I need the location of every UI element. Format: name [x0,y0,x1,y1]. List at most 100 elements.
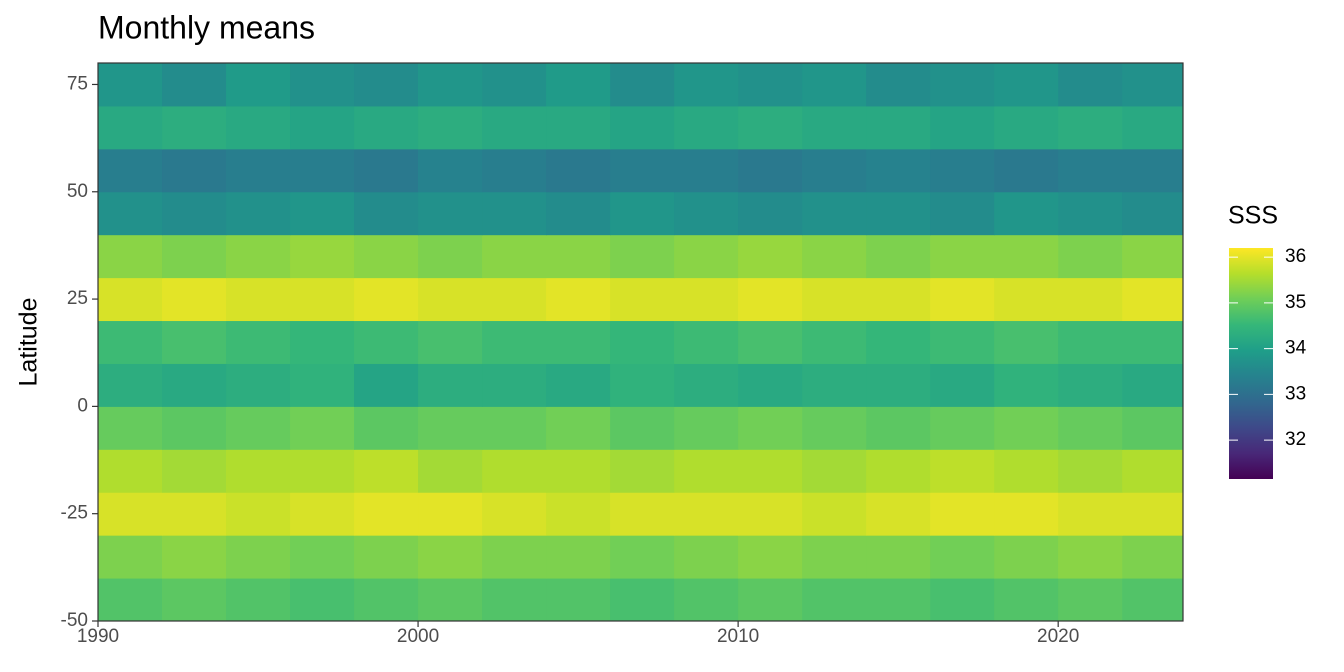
heatmap-cell [226,148,291,193]
heatmap-cell [674,406,739,450]
heatmap-cell [1058,234,1123,279]
y-tick-label: -50 [61,610,88,631]
heatmap-cell [226,63,291,107]
heatmap-cell [418,277,483,322]
heatmap-cell [866,363,931,407]
heatmap-cell [418,578,483,621]
heatmap-cell [866,191,931,236]
heatmap-cell [610,578,675,621]
heatmap-cell [98,406,163,450]
heatmap-cell [610,63,675,107]
heatmap-cell [674,320,739,364]
y-tick-label: 75 [67,73,88,94]
heatmap-cell [546,535,611,579]
heatmap-cell [1058,449,1123,493]
heatmap-cell [674,63,739,107]
heatmap-cell [802,449,867,493]
heatmap-cell [418,363,483,407]
heatmap-cell [162,63,227,107]
heatmap-cell [738,234,803,279]
heatmap-cell [1122,191,1183,236]
heatmap-cell [1122,320,1183,364]
heatmap-cell [482,234,547,279]
heatmap-cell [226,406,291,450]
heatmap-cell [994,363,1059,407]
heatmap-cell [866,449,931,493]
heatmap-cell [930,406,995,450]
heatmap-cell [1058,578,1123,621]
heatmap-cell [162,406,227,450]
heatmap-cell [162,578,227,621]
heatmap-cell [290,63,355,107]
heatmap [98,63,1183,621]
x-tick-label: 2020 [1037,626,1079,647]
heatmap-cell [226,105,291,150]
heatmap-cell [930,320,995,364]
colorbar [1229,248,1273,479]
heatmap-cell [930,449,995,493]
heatmap-cell [482,148,547,193]
heatmap-cell [354,449,419,493]
heatmap-cell [482,492,547,536]
x-tick-label: 1990 [77,626,119,647]
heatmap-cell [418,492,483,536]
heatmap-cell [994,191,1059,236]
heatmap-cell [354,277,419,322]
heatmap-cell [546,406,611,450]
heatmap-cell [930,492,995,536]
heatmap-cell [546,191,611,236]
heatmap-cell [866,105,931,150]
heatmap-cell [610,191,675,236]
heatmap-cell [866,320,931,364]
heatmap-cell [1058,492,1123,536]
heatmap-cell [994,578,1059,621]
heatmap-cell [354,105,419,150]
heatmap-cell [674,449,739,493]
heatmap-cell [482,63,547,107]
heatmap-cell [802,277,867,322]
heatmap-cell [290,406,355,450]
heatmap-cell [546,492,611,536]
heatmap-cell [610,363,675,407]
heatmap-cell [482,449,547,493]
heatmap-cell [98,535,163,579]
heatmap-cell [418,63,483,107]
heatmap-cell [866,63,931,107]
heatmap-cell [930,277,995,322]
heatmap-cell [610,535,675,579]
heatmap-cell [226,277,291,322]
colorbar-label: 36 [1285,246,1306,267]
heatmap-cell [546,63,611,107]
heatmap-cell [738,492,803,536]
heatmap-cell [994,535,1059,579]
colorbar-label: 32 [1285,429,1306,450]
y-tick-label: 25 [67,288,88,309]
heatmap-cell [546,148,611,193]
heatmap-cell [802,105,867,150]
heatmap-cell [610,449,675,493]
heatmap-cell [354,63,419,107]
heatmap-cell [1122,406,1183,450]
heatmap-cell [866,578,931,621]
heatmap-cell [482,277,547,322]
heatmap-cell [1122,578,1183,621]
heatmap-cell [802,320,867,364]
chart-title: Monthly means [98,9,315,45]
y-tick-label: 50 [67,181,88,202]
heatmap-cell [610,277,675,322]
heatmap-cell [162,363,227,407]
heatmap-cell [354,578,419,621]
heatmap-cell [546,277,611,322]
heatmap-cell [418,234,483,279]
heatmap-cell [802,406,867,450]
heatmap-cell [1122,234,1183,279]
heatmap-cell [930,363,995,407]
heatmap-cell [162,320,227,364]
heatmap-cell [802,535,867,579]
heatmap-cell [162,449,227,493]
heatmap-cell [226,191,291,236]
heatmap-cell [994,234,1059,279]
heatmap-cell [674,492,739,536]
heatmap-cell [674,535,739,579]
